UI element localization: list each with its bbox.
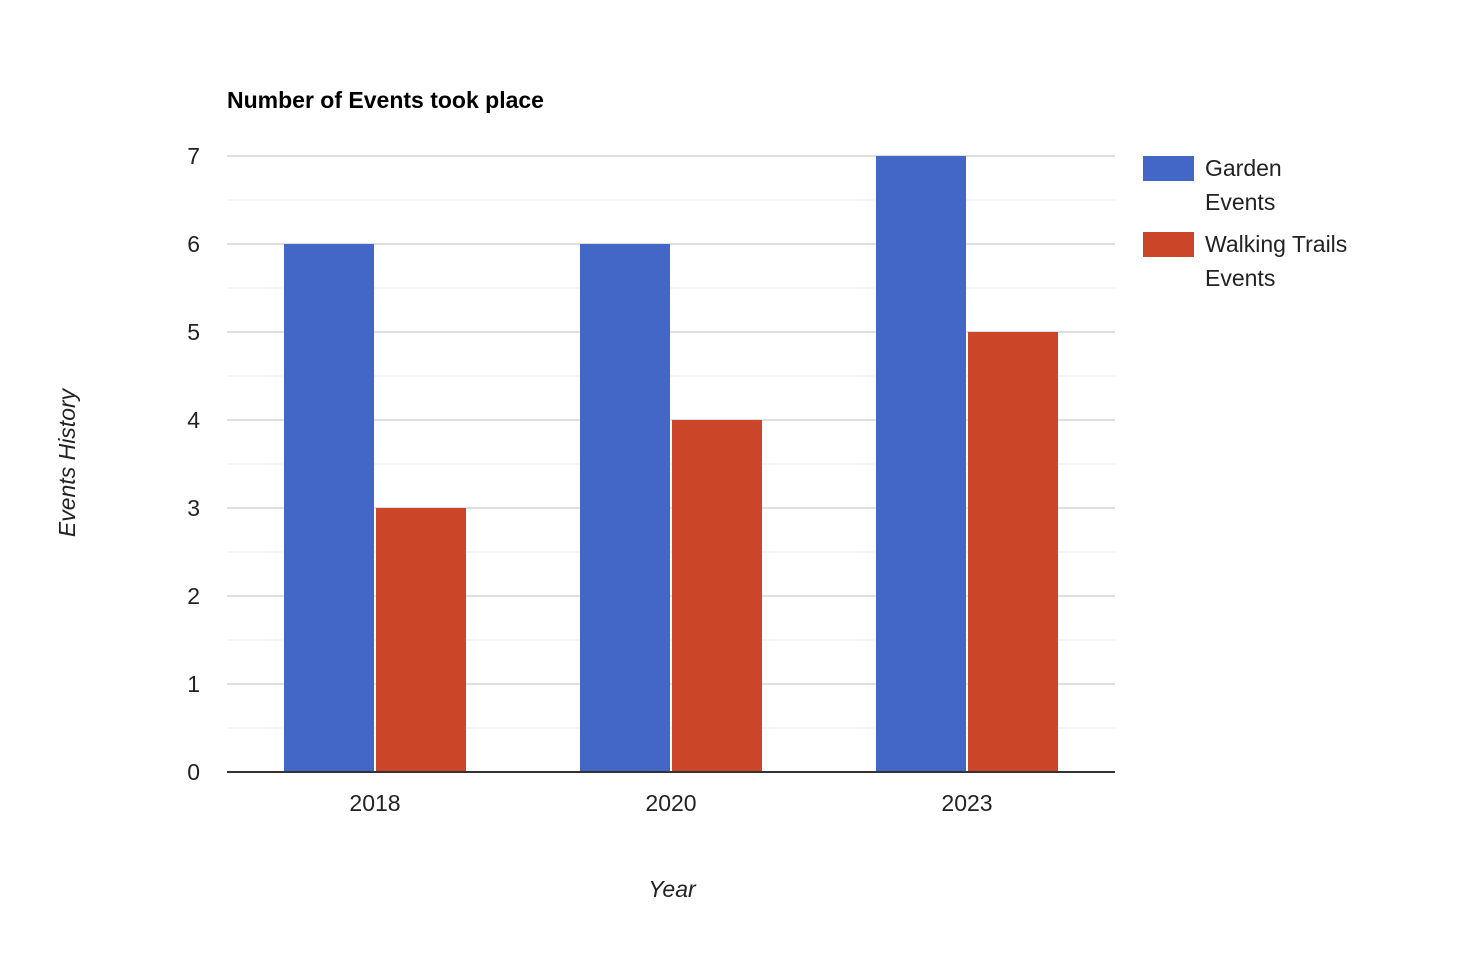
legend[interactable]: Garden Events Walking Trails Events — [1143, 155, 1347, 291]
legend-label: Garden — [1205, 155, 1282, 181]
x-axis-title: Year — [648, 876, 697, 902]
y-tick-label: 3 — [187, 495, 200, 521]
bar-garden-events-2023[interactable] — [876, 156, 966, 772]
y-tick-label: 6 — [187, 231, 200, 257]
y-axis-title: Events History — [54, 387, 80, 537]
legend-swatch — [1143, 232, 1194, 257]
legend-label: Events — [1205, 189, 1275, 215]
legend-swatch — [1143, 156, 1194, 181]
bar-garden-events-2018[interactable] — [284, 244, 374, 772]
x-tick-label: 2023 — [941, 790, 992, 816]
x-tick-label: 2020 — [645, 790, 696, 816]
chart-title: Number of Events took place — [227, 87, 544, 113]
y-tick-label: 0 — [187, 759, 200, 785]
bar-walking-trails-events-2023[interactable] — [968, 332, 1058, 772]
bar-garden-events-2020[interactable] — [580, 244, 670, 772]
bar-walking-trails-events-2020[interactable] — [672, 420, 762, 772]
legend-item-walking-trails-events[interactable]: Walking Trails Events — [1143, 231, 1347, 291]
y-tick-label: 7 — [187, 143, 200, 169]
legend-label: Walking Trails — [1205, 231, 1347, 257]
legend-label: Events — [1205, 265, 1275, 291]
axes: 0 1 2 3 4 5 6 7 2018 2020 2023 — [187, 143, 1115, 816]
legend-item-garden-events[interactable]: Garden Events — [1143, 155, 1282, 215]
y-tick-label: 1 — [187, 671, 200, 697]
x-tick-label: 2018 — [349, 790, 400, 816]
gridlines — [227, 155, 1115, 729]
y-tick-label: 5 — [187, 319, 200, 345]
y-tick-label: 2 — [187, 583, 200, 609]
y-tick-label: 4 — [187, 407, 200, 433]
bars — [284, 156, 1058, 772]
bar-walking-trails-events-2018[interactable] — [376, 508, 466, 772]
